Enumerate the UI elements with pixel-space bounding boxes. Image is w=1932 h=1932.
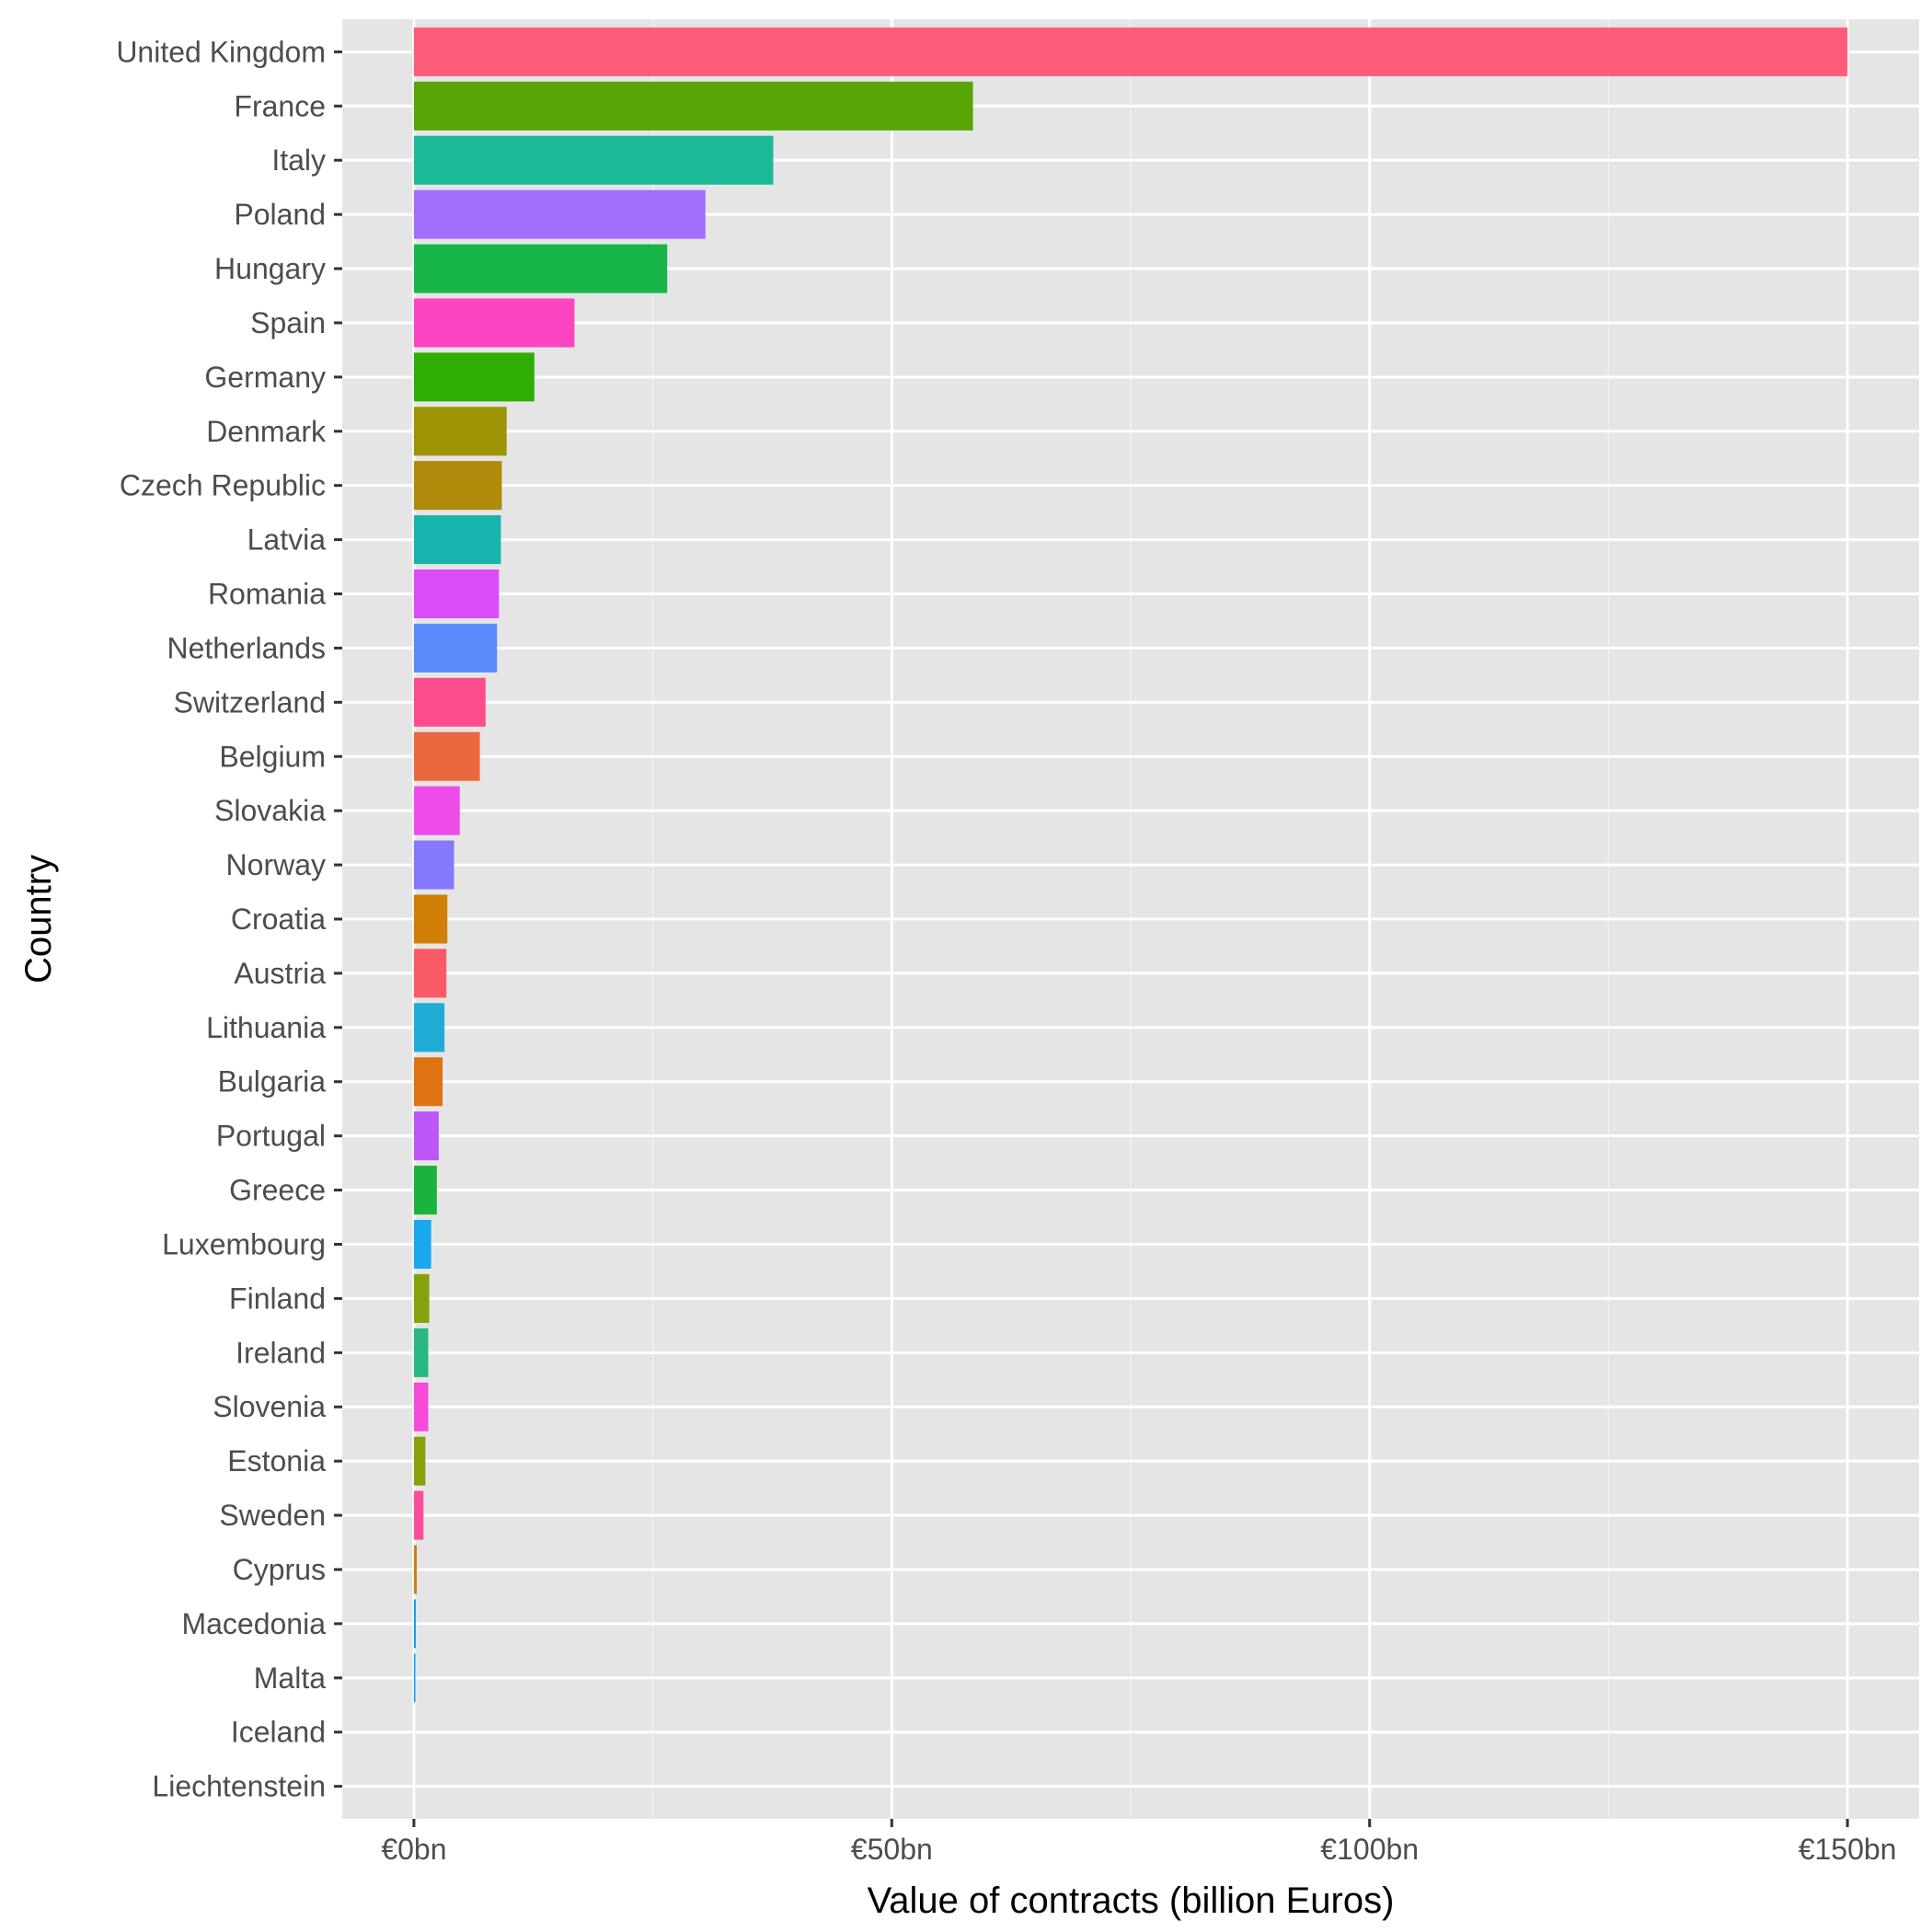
bar-luxembourg: [413, 1219, 431, 1270]
bar-united-kingdom: [413, 27, 1848, 76]
y-axis-title: Country: [18, 855, 59, 983]
bar-croatia: [413, 894, 448, 944]
y-tick-label: Belgium: [219, 740, 326, 773]
y-tick-label: Austria: [234, 957, 326, 990]
bar-romania: [413, 569, 500, 619]
y-tick-label: Poland: [234, 198, 326, 231]
x-axis: €0bn €50bn €100bn €150bn: [381, 1819, 1896, 1866]
y-tick-label: Sweden: [219, 1499, 326, 1532]
y-tick-label: Norway: [226, 848, 326, 881]
y-tick-label: Finland: [229, 1282, 326, 1315]
y-tick-label: Germany: [204, 361, 326, 394]
y-tick-label: Slovenia: [213, 1390, 326, 1423]
bar-poland: [413, 190, 706, 239]
x-tick-label: €0bn: [381, 1833, 446, 1866]
x-axis-title: Value of contracts (billion Euros): [868, 1880, 1395, 1921]
bar-bulgaria: [413, 1057, 443, 1107]
y-tick-label: Spain: [250, 306, 326, 339]
bar-macedonia: [413, 1599, 416, 1649]
bar-denmark: [413, 407, 507, 456]
y-tick-label: Croatia: [231, 903, 326, 936]
y-tick-label: Romania: [208, 578, 326, 611]
x-tick-label: €50bn: [851, 1833, 933, 1866]
y-tick-label: Luxembourg: [162, 1227, 326, 1260]
y-tick-label: Macedonia: [181, 1607, 326, 1640]
x-tick-label: €150bn: [1799, 1833, 1897, 1866]
y-tick-label: Lithuania: [206, 1011, 326, 1044]
bar-malta: [413, 1653, 416, 1703]
bar-spain: [413, 298, 575, 348]
y-tick-label: Portugal: [216, 1120, 326, 1153]
bar-czech-republic: [413, 461, 502, 511]
bar-switzerland: [413, 677, 486, 727]
y-tick-label: Netherlands: [167, 631, 326, 664]
bar-france: [413, 81, 973, 131]
bar-estonia: [413, 1436, 426, 1486]
bar-greece: [413, 1166, 437, 1215]
bar-slovenia: [413, 1382, 429, 1432]
y-tick-label: United Kingdom: [116, 35, 326, 68]
y-tick-label: Ireland: [236, 1336, 326, 1369]
x-tick-label: €100bn: [1320, 1833, 1419, 1866]
bar-finland: [413, 1273, 430, 1323]
bar-norway: [413, 840, 454, 890]
bar-austria: [413, 949, 447, 998]
bar-italy: [413, 135, 774, 185]
y-tick-label: Cyprus: [233, 1553, 326, 1586]
bar-slovakia: [413, 786, 460, 835]
bar-sweden: [413, 1490, 424, 1540]
y-tick-label: Hungary: [214, 252, 326, 285]
y-tick-label: Estonia: [227, 1444, 326, 1478]
bar-latvia: [413, 515, 501, 565]
bar-belgium: [413, 731, 480, 781]
y-tick-label: France: [234, 89, 326, 122]
bar-portugal: [413, 1111, 439, 1161]
y-tick-label: Liechtenstein: [152, 1770, 326, 1803]
bars: [413, 27, 1848, 1703]
y-tick-label: Malta: [254, 1662, 326, 1695]
bar-lithuania: [413, 1003, 445, 1052]
y-tick-label: Denmark: [206, 415, 327, 448]
bar-germany: [413, 352, 535, 402]
y-tick-label: Iceland: [231, 1716, 326, 1749]
y-axis: United Kingdom France Italy Poland Hungary Sp…: [116, 35, 342, 1803]
bar-ireland: [413, 1328, 429, 1377]
y-tick-label: Latvia: [247, 523, 327, 557]
y-tick-label: Bulgaria: [218, 1065, 327, 1098]
y-tick-label: Czech Republic: [120, 469, 326, 502]
y-tick-label: Switzerland: [174, 685, 326, 719]
y-tick-label: Greece: [229, 1174, 326, 1207]
y-tick-label: Slovakia: [214, 794, 326, 827]
bar-hungary: [413, 244, 668, 293]
bar-netherlands: [413, 623, 498, 673]
y-tick-label: Italy: [271, 144, 326, 177]
bar-cyprus: [413, 1545, 418, 1594]
